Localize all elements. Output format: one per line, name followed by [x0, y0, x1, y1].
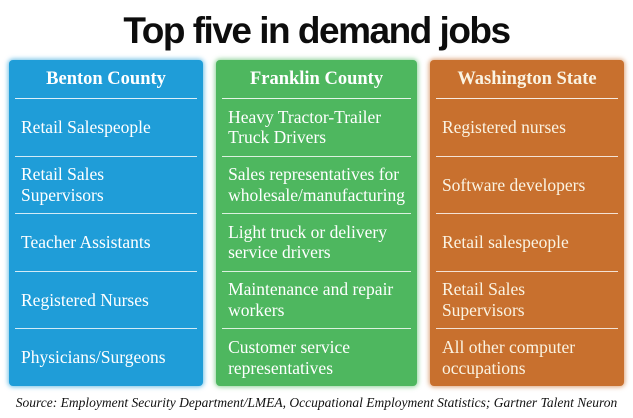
- column-benton-county: Benton County Retail Salespeople Retail …: [9, 60, 204, 386]
- cell-benton-rank4: Registered Nurses: [15, 270, 198, 329]
- column-franklin-county: Franklin County Heavy Tractor-Trailer Tr…: [216, 60, 417, 386]
- column-header-benton: Benton County: [15, 60, 198, 99]
- cell-washington-rank3: Retail salespeople: [435, 213, 619, 271]
- page-title: Top five in demand jobs: [123, 10, 511, 51]
- source-note: Source: Employment Security Department/L…: [15, 395, 618, 410]
- cell-washington-rank4: Retail Sales Supervisors: [435, 270, 619, 329]
- cell-benton-rank5: Physicians/Surgeons: [15, 328, 198, 386]
- cell-washington-rank2: Software developers: [435, 155, 619, 214]
- cell-washington-rank1: Registered nurses: [441, 116, 566, 137]
- cell-benton-rank1: Retail Salespeople: [21, 116, 151, 137]
- cell-franklin-rank1: Heavy Tractor-Trailer Truck Drivers: [228, 106, 382, 148]
- column-washington-state: Washington State Registered nurses Softw…: [429, 60, 625, 386]
- cell-benton-rank3: Teacher Assistants: [15, 213, 198, 271]
- cell-washington-rank5: All other computer occupations: [435, 328, 619, 386]
- column-header-franklin: Franklin County: [222, 60, 411, 99]
- column-header-washington: Washington State: [435, 60, 619, 99]
- cell-franklin-rank5: Customer service representatives: [222, 328, 411, 386]
- cell-franklin-rank3: Light truck or delivery service drivers: [222, 213, 411, 271]
- cell-franklin-rank2: Sales representatives for wholesale/manu…: [222, 155, 411, 214]
- jobs-table: Benton County Retail Salespeople Retail …: [0, 60, 633, 386]
- cell-franklin-rank4: Maintenance and repair workers: [222, 270, 411, 329]
- cell-benton-rank2: Retail Sales Supervisors: [15, 155, 198, 214]
